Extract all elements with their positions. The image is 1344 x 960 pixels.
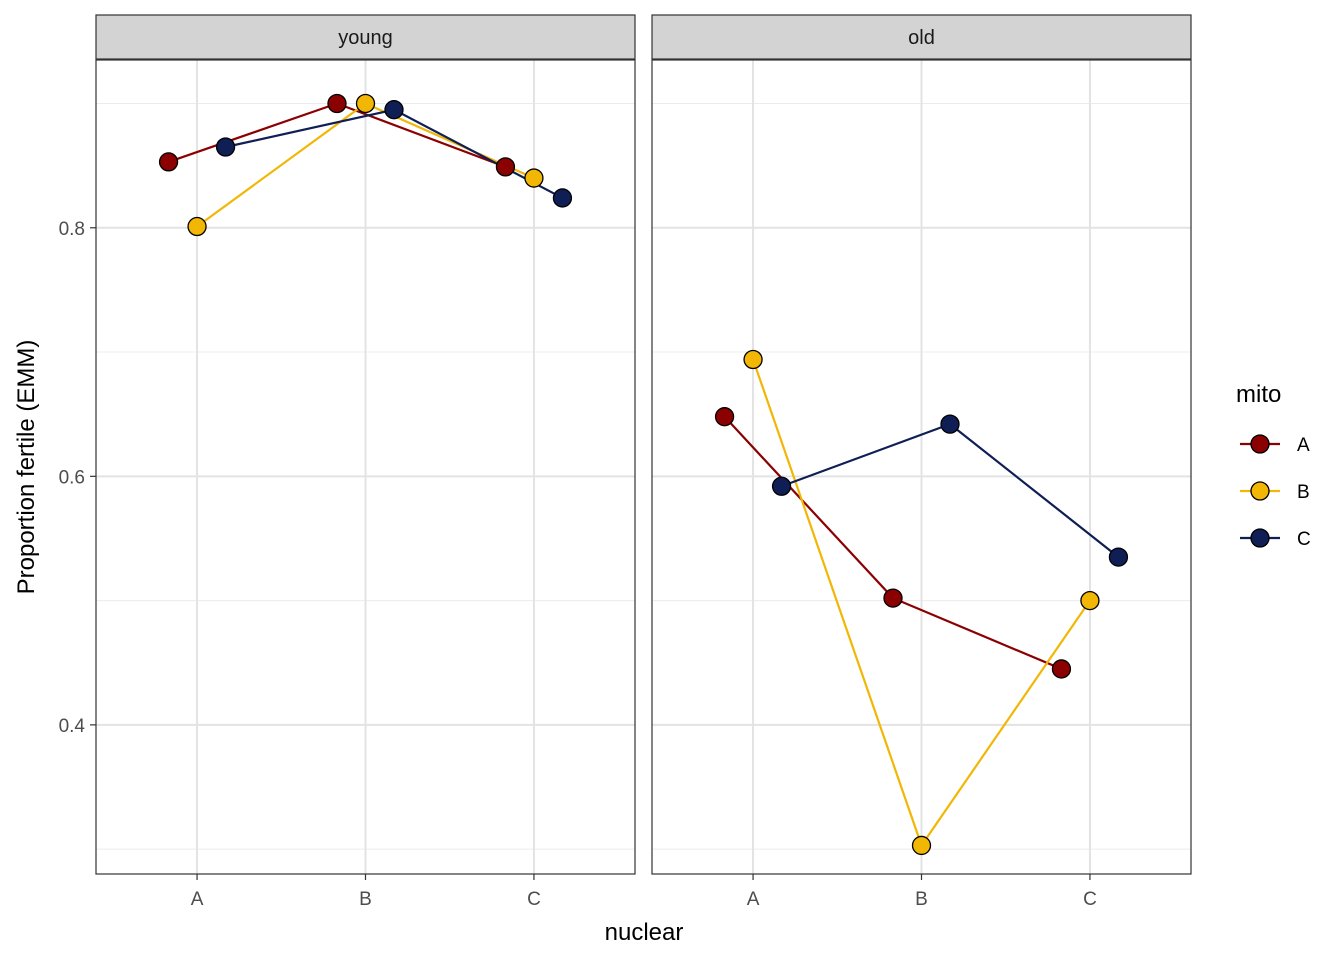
point-C-B	[940, 414, 960, 434]
point-C-C	[1108, 547, 1129, 567]
point-B-B	[355, 93, 376, 114]
x-axis-title: nuclear	[605, 919, 684, 946]
point-A-C	[1051, 659, 1072, 679]
legend-key-point	[1250, 528, 1270, 548]
legend-title: mito	[1236, 381, 1281, 408]
point-B-B	[911, 835, 932, 856]
point-A-B	[883, 588, 903, 608]
legend-item-B: B	[1240, 481, 1310, 503]
panel-old: old	[651, 14, 1192, 875]
point-C-A	[771, 476, 792, 496]
y-tick-label: 0.4	[59, 716, 86, 737]
legend-key-point	[1250, 434, 1270, 454]
x-tick-label: C	[527, 889, 541, 910]
point-C-C	[552, 188, 573, 208]
point-A-B	[327, 93, 347, 114]
point-C-B	[384, 100, 404, 120]
x-tick-label: B	[359, 889, 372, 910]
axes-layer: A B C A B C 0.4 0.6 0.8	[59, 219, 1097, 910]
panel-young: young	[95, 14, 636, 875]
strip-background	[95, 14, 636, 60]
point-C-A	[215, 137, 236, 157]
strip-label: young	[338, 27, 393, 49]
point-B-A	[187, 216, 207, 237]
x-tick-label: C	[1083, 889, 1097, 910]
point-B-A	[743, 349, 763, 370]
strip-label: old	[908, 27, 935, 49]
strip-background	[651, 14, 1192, 60]
legend-item-A: A	[1240, 434, 1310, 456]
y-tick-label: 0.6	[59, 467, 85, 488]
x-tick-label: A	[747, 889, 760, 910]
x-tick-label: B	[915, 889, 928, 910]
point-B-C	[1080, 590, 1100, 611]
x-tick-label: A	[191, 889, 204, 910]
legend-label: A	[1297, 435, 1310, 456]
legend-label: C	[1297, 529, 1311, 550]
legend-key-point	[1250, 481, 1270, 501]
point-A-A	[158, 152, 179, 172]
point-A-A	[714, 407, 735, 427]
y-tick-label: 0.8	[59, 219, 85, 240]
panels-layer: young old	[95, 14, 1192, 875]
legend-label: B	[1297, 482, 1310, 503]
point-B-C	[524, 168, 544, 188]
legend: mito A B C	[1236, 381, 1311, 550]
y-axis-title: Proportion fertile (EMM)	[13, 340, 40, 595]
point-A-C	[495, 157, 516, 177]
legend-item-C: C	[1240, 528, 1311, 550]
